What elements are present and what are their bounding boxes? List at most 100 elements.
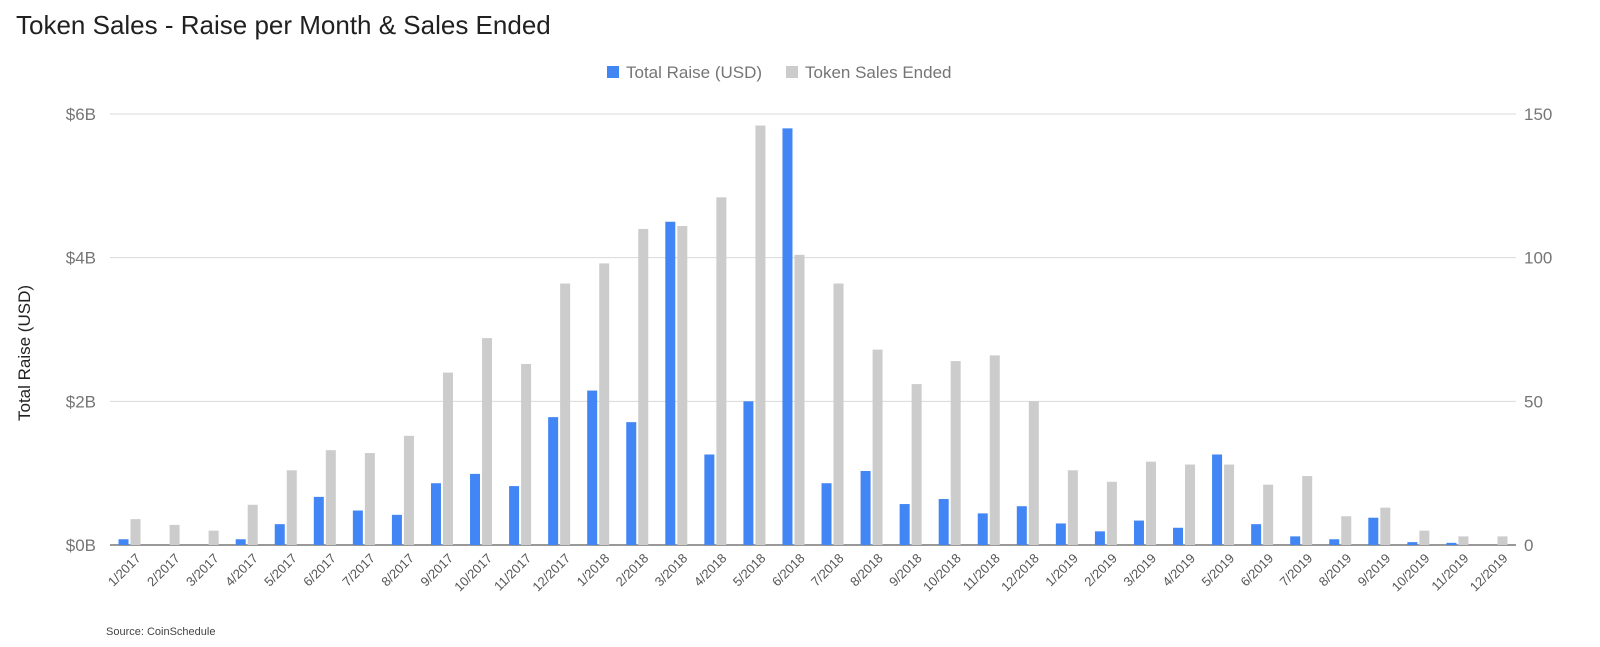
bar-token-sales-ended [1185,464,1196,545]
bar-token-sales-ended [325,450,336,545]
x-tick-label: 1/2017 [105,551,144,590]
legend-swatch [786,66,798,78]
x-tick-label: 7/2017 [339,551,378,590]
bar-token-sales-ended [208,530,219,545]
x-tick-label: 11/2019 [1428,551,1471,594]
bar-token-sales-ended [169,524,180,545]
bar-total-raise [1290,536,1301,545]
bar-total-raise [430,483,441,545]
bar-token-sales-ended [1028,401,1039,545]
bar-total-raise [587,390,598,545]
y-axis-label: Total Raise (USD) [15,285,34,421]
bar-total-raise [1055,523,1066,545]
bar-token-sales-ended [755,125,766,545]
bar-token-sales-ended [1145,461,1156,545]
x-tick-label: 2/2017 [144,551,183,590]
x-tick-label: 10/2017 [451,551,495,595]
bar-total-raise [1329,539,1340,545]
y2-tick-label: 0 [1524,536,1533,555]
bar-token-sales-ended [403,435,414,545]
bar-token-sales-ended [1067,470,1078,545]
x-tick-label: 1/2018 [574,551,613,590]
bar-token-sales-ended [1224,464,1235,545]
y2-tick-label: 50 [1524,392,1543,411]
bar-token-sales-ended [1302,476,1313,545]
bar-token-sales-ended [286,470,297,545]
bar-total-raise [860,471,871,545]
x-tick-label: 5/2018 [730,551,769,590]
bar-total-raise [235,539,246,545]
bar-total-raise [274,524,285,545]
bar-total-raise [470,473,481,545]
bar-total-raise [1407,542,1418,545]
x-tick-label: 12/2018 [998,551,1042,595]
bar-token-sales-ended [521,363,532,545]
bar-total-raise [1094,531,1105,545]
x-tick-label: 6/2017 [300,551,339,590]
bar-token-sales-ended [1458,536,1469,545]
bar-total-raise [782,128,793,545]
bar-total-raise [743,401,754,545]
bar-token-sales-ended [1419,530,1430,545]
bar-total-raise [352,510,363,545]
bar-total-raise [1446,542,1457,545]
legend-label: Token Sales Ended [805,63,952,82]
x-tick-label: 6/2019 [1238,551,1277,590]
x-tick-label: 3/2018 [652,551,691,590]
bar-token-sales-ended [1497,536,1508,545]
bar-token-sales-ended [482,338,493,545]
bar-token-sales-ended [911,384,922,545]
legend: Total Raise (USD) Token Sales Ended [607,63,952,82]
bar-token-sales-ended [1263,484,1274,545]
bar-total-raise [509,486,520,545]
bar-token-sales-ended [872,349,883,545]
x-tick-label: 3/2017 [183,551,222,590]
bar-total-raise [1173,527,1184,545]
bar-total-raise [391,514,402,545]
x-tick-label: 4/2017 [222,551,261,590]
x-tick-label: 8/2017 [378,551,417,590]
bar-token-sales-ended [1380,507,1391,545]
x-tick-label: 1/2019 [1042,551,1081,590]
bar-token-sales-ended [1341,516,1352,545]
bar-total-raise [626,422,637,545]
bar-token-sales-ended [247,504,258,545]
bars [118,125,1508,545]
x-tick-label: 2/2019 [1081,551,1120,590]
bar-token-sales-ended [716,197,727,545]
bar-total-raise [1368,517,1379,545]
x-tick-label: 11/2018 [960,551,1003,594]
y2-tick-label: 100 [1524,249,1552,268]
bar-total-raise [1133,520,1144,545]
y-tick-label: $4B [66,249,96,268]
bar-total-raise [665,221,676,545]
x-tick-label: 3/2019 [1120,551,1159,590]
bar-token-sales-ended [950,361,961,545]
bar-token-sales-ended [1106,481,1117,545]
x-tick-label: 12/2019 [1467,551,1511,595]
bar-token-sales-ended [560,283,571,545]
bar-token-sales-ended [677,226,688,545]
bar-total-raise [899,504,910,545]
x-tick-label: 4/2019 [1159,551,1198,590]
bar-total-raise [938,499,949,545]
bar-token-sales-ended [833,283,844,545]
bar-total-raise [548,417,559,545]
y-tick-label: $6B [66,105,96,124]
x-tick-label: 12/2017 [529,551,573,595]
source-note: Source: CoinSchedule [106,626,216,638]
bar-token-sales-ended [442,372,453,545]
x-tick-label: 2/2018 [613,551,652,590]
x-tick-label: 10/2018 [920,551,964,595]
gridlines [110,113,1516,546]
bar-token-sales-ended [794,254,805,545]
bar-token-sales-ended [989,355,1000,545]
chart-title: Token Sales - Raise per Month & Sales En… [16,10,551,40]
y-tick-label: $0B [66,536,96,555]
bar-token-sales-ended [130,519,141,545]
bar-total-raise [821,483,832,545]
bar-total-raise [1016,506,1027,545]
bar-total-raise [704,454,715,545]
legend-swatch [607,66,619,78]
